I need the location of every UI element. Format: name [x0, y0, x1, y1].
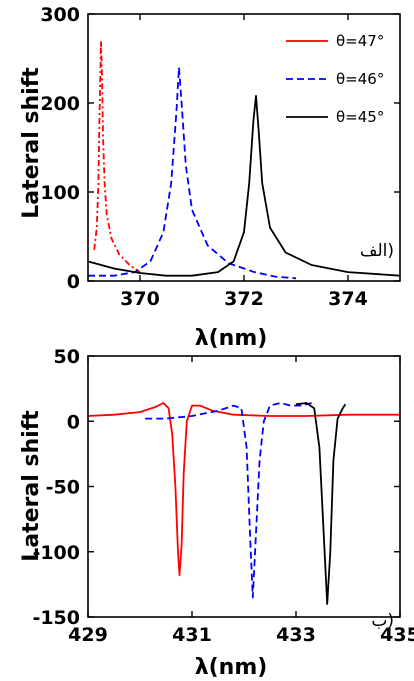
y-tick-label: 200: [40, 93, 80, 115]
y-tick-label: 50: [54, 346, 80, 368]
panel-b-tag: ب): [371, 611, 394, 631]
x-tick-label: 372: [224, 288, 264, 310]
legend-label-2: θ=46°: [336, 70, 384, 88]
x-tick-label: 374: [328, 288, 368, 310]
legend-label-1: θ=47°: [336, 32, 384, 50]
panel-b-ticks: 429 431 433 435 50 0 -50 -100 -150: [32, 346, 414, 646]
y-tick-label: -150: [32, 607, 80, 629]
panel-b-plot-area: [88, 402, 400, 605]
panel-b-x-axis-label: λ(nm): [195, 655, 268, 680]
legend-label-3: θ=45°: [336, 108, 384, 126]
panel-a-plot-area: [88, 39, 400, 280]
y-tick-label: -100: [32, 542, 80, 564]
panel-a-legend: θ=47° θ=46° θ=45°: [286, 32, 384, 126]
panel-a-y-axis-label: Lateral shift: [19, 67, 44, 219]
x-tick-label: 429: [68, 624, 108, 646]
y-tick-label: 300: [40, 4, 80, 26]
series-line-3: [295, 402, 347, 605]
panel-a-tag: الف): [360, 241, 394, 261]
x-tick-label: 435: [380, 624, 414, 646]
series-line-2: [145, 402, 312, 599]
panel-a-x-axis-label: λ(nm): [195, 326, 268, 351]
y-tick-label: 100: [40, 182, 80, 204]
series-line-3: [88, 95, 400, 277]
x-tick-label: 431: [172, 624, 212, 646]
x-tick-label: 370: [120, 288, 160, 310]
y-tick-label: 0: [67, 411, 80, 433]
chart-panel-b: 429 431 433 435 50 0 -50 -100 -150 λ(nm) Lateral…: [19, 346, 414, 680]
y-tick-label: -50: [46, 477, 80, 499]
panel-b-y-axis-label: Lateral shift: [19, 410, 44, 562]
series-line-2: [88, 66, 297, 280]
x-tick-label: 433: [276, 624, 316, 646]
panel-b-axes-frame: [87, 355, 401, 618]
series-line-1: [88, 402, 400, 577]
y-tick-label: 0: [67, 271, 80, 293]
panel-a-axes-frame: [87, 13, 401, 282]
panel-a-ticks: 370 372 374 0 100 200 300: [40, 4, 400, 310]
series-line-1: [93, 39, 141, 273]
